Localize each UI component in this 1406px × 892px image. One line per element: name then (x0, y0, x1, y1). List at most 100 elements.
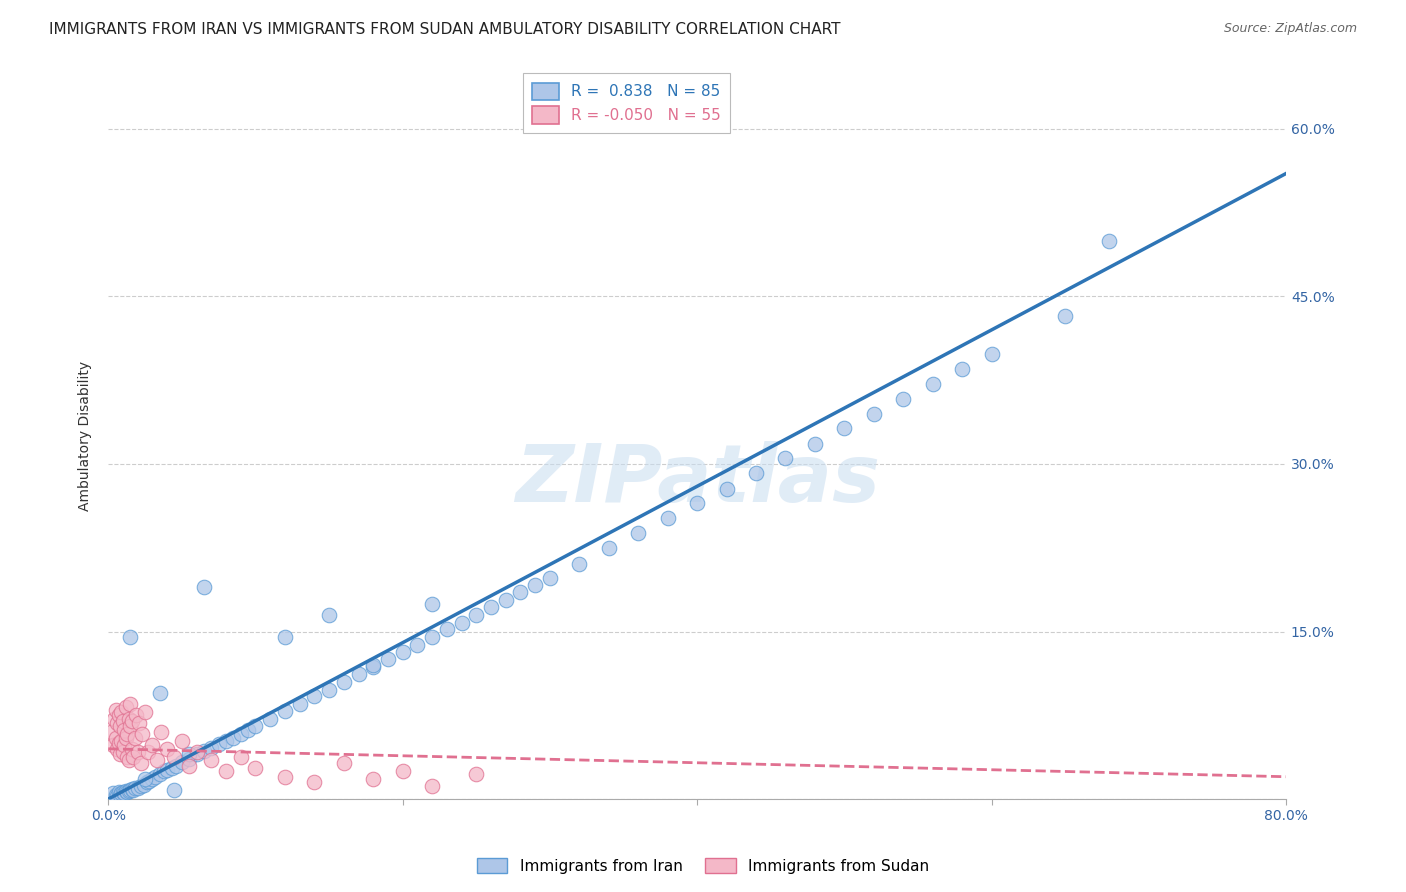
Point (107, 708, 129, 723)
Point (156, 763, 179, 777)
Point (107, 736, 129, 750)
Point (775, 451, 797, 466)
Point (921, 376, 943, 391)
Point (208, 737, 231, 751)
Point (333, 756, 356, 771)
Point (391, 645, 413, 659)
Point (127, 745, 149, 759)
Point (361, 660, 384, 674)
Point (568, 558, 591, 572)
Point (115, 784, 138, 798)
Point (465, 767, 488, 781)
Point (115, 731, 138, 745)
Point (129, 756, 152, 771)
Point (118, 784, 141, 798)
Point (131, 727, 153, 741)
Point (347, 667, 370, 681)
Point (117, 749, 139, 764)
Point (114, 787, 136, 801)
Point (149, 767, 172, 781)
Point (236, 723, 259, 737)
Point (105, 789, 128, 803)
Point (200, 753, 222, 767)
Point (288, 697, 311, 711)
Point (215, 734, 238, 748)
Point (135, 775, 157, 789)
Point (259, 712, 281, 726)
Point (420, 597, 443, 611)
Point (111, 785, 134, 799)
Point (436, 622, 458, 636)
Point (627, 526, 650, 541)
Point (186, 747, 208, 762)
Point (104, 788, 127, 802)
Point (862, 407, 884, 421)
Point (745, 466, 768, 480)
Point (215, 764, 238, 779)
Point (118, 712, 141, 726)
Point (361, 772, 384, 786)
Point (124, 780, 146, 795)
Point (108, 719, 131, 733)
Point (274, 630, 297, 644)
Point (479, 599, 502, 614)
Point (450, 615, 472, 630)
Point (377, 652, 399, 666)
Point (156, 741, 179, 756)
Point (117, 727, 139, 741)
Point (1054, 310, 1077, 324)
Point (245, 719, 267, 733)
Point (115, 700, 138, 714)
Point (980, 347, 1002, 361)
Point (117, 785, 139, 799)
Point (420, 779, 443, 793)
Point (121, 782, 143, 797)
Point (127, 780, 149, 795)
Point (105, 716, 128, 731)
Point (406, 638, 429, 652)
Point (107, 785, 129, 799)
Point (179, 758, 201, 772)
Point (120, 697, 142, 711)
Point (124, 731, 146, 745)
Point (136, 745, 159, 759)
Point (114, 723, 136, 737)
Point (318, 682, 340, 697)
Point (304, 690, 326, 704)
Point (891, 392, 914, 406)
Point (111, 745, 134, 759)
Point (170, 755, 193, 769)
Point (108, 788, 131, 802)
Point (193, 744, 215, 758)
Point (200, 740, 222, 755)
Point (110, 787, 132, 801)
Point (134, 772, 156, 786)
Point (420, 630, 443, 644)
Point (141, 739, 163, 753)
Point (163, 749, 186, 764)
Text: ZIPatlas: ZIPatlas (515, 441, 880, 518)
Point (274, 704, 297, 718)
Point (229, 727, 252, 741)
Point (160, 761, 183, 775)
Point (149, 686, 172, 700)
Point (716, 482, 738, 496)
Point (150, 725, 173, 739)
Point (111, 714, 134, 728)
Text: Source: ZipAtlas.com: Source: ZipAtlas.com (1223, 22, 1357, 36)
Point (163, 783, 186, 797)
Point (804, 437, 827, 451)
Point (100, 725, 122, 739)
Point (129, 779, 152, 793)
Point (122, 749, 145, 764)
Point (391, 764, 413, 779)
Point (132, 778, 155, 792)
Point (318, 607, 340, 622)
Point (193, 580, 215, 594)
Point (509, 585, 531, 599)
Point (222, 731, 245, 745)
Point (110, 705, 132, 719)
Point (538, 571, 561, 585)
Point (950, 362, 973, 376)
Point (186, 745, 208, 759)
